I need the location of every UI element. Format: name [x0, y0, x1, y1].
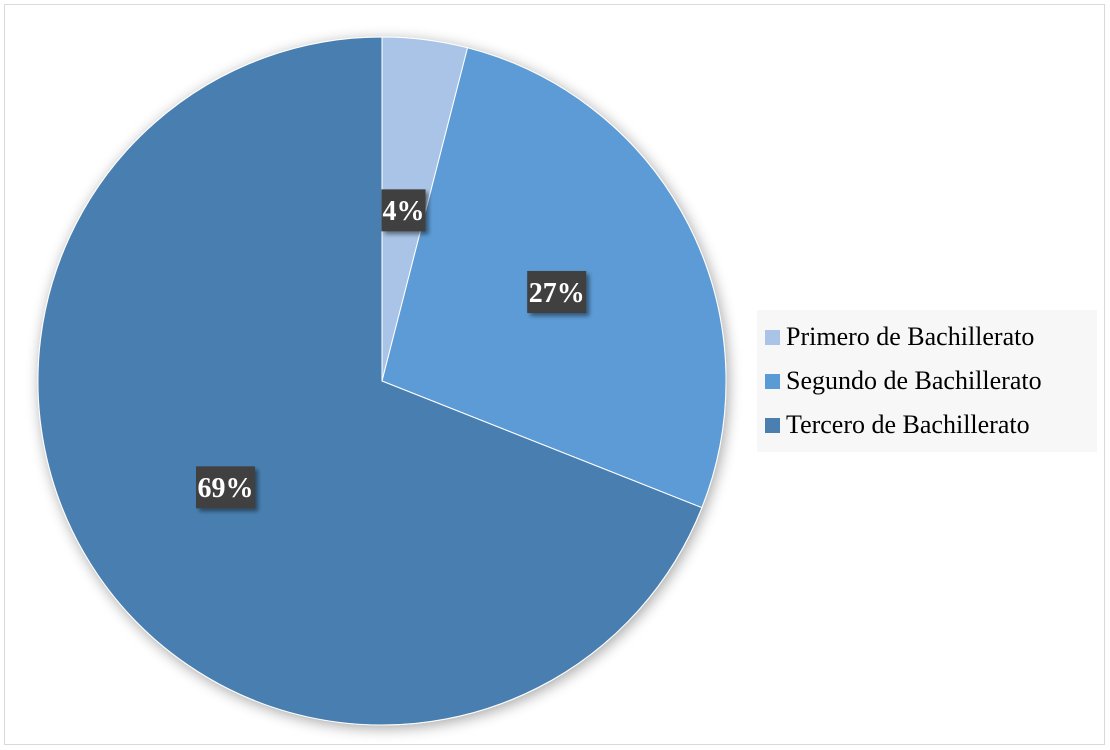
data-label-box-segundo [527, 270, 587, 313]
pie-slice-tercero [37, 36, 703, 726]
data-label-text-tercero: 69% [198, 473, 254, 504]
data-label-primero: 4% [381, 189, 426, 232]
data-label-text-segundo: 27% [529, 278, 585, 309]
data-label-box-primero [381, 189, 426, 232]
legend-swatch-tercero [765, 417, 780, 433]
legend: Primero de Bachillerato Segundo de Bachi… [757, 310, 1097, 452]
data-label-segundo: 27% [527, 270, 587, 313]
pie-data-labels: 4% 27% 69% [196, 189, 587, 509]
legend-swatch-segundo [765, 373, 780, 389]
data-label-tercero: 69% [196, 466, 256, 509]
legend-label-segundo: Segundo de Bachillerato [786, 366, 1042, 395]
legend-label-primero: Primero de Bachillerato [786, 322, 1035, 351]
pie-slices [37, 36, 727, 726]
legend-item-primero: Primero de Bachillerato [765, 314, 1097, 360]
legend-swatch-primero [765, 329, 780, 345]
legend-item-tercero: Tercero de Bachillerato [765, 402, 1097, 448]
data-label-box-tercero [196, 466, 256, 509]
legend-label-tercero: Tercero de Bachillerato [786, 410, 1030, 439]
legend-item-segundo: Segundo de Bachillerato [765, 358, 1097, 404]
data-label-text-primero: 4% [383, 196, 425, 227]
